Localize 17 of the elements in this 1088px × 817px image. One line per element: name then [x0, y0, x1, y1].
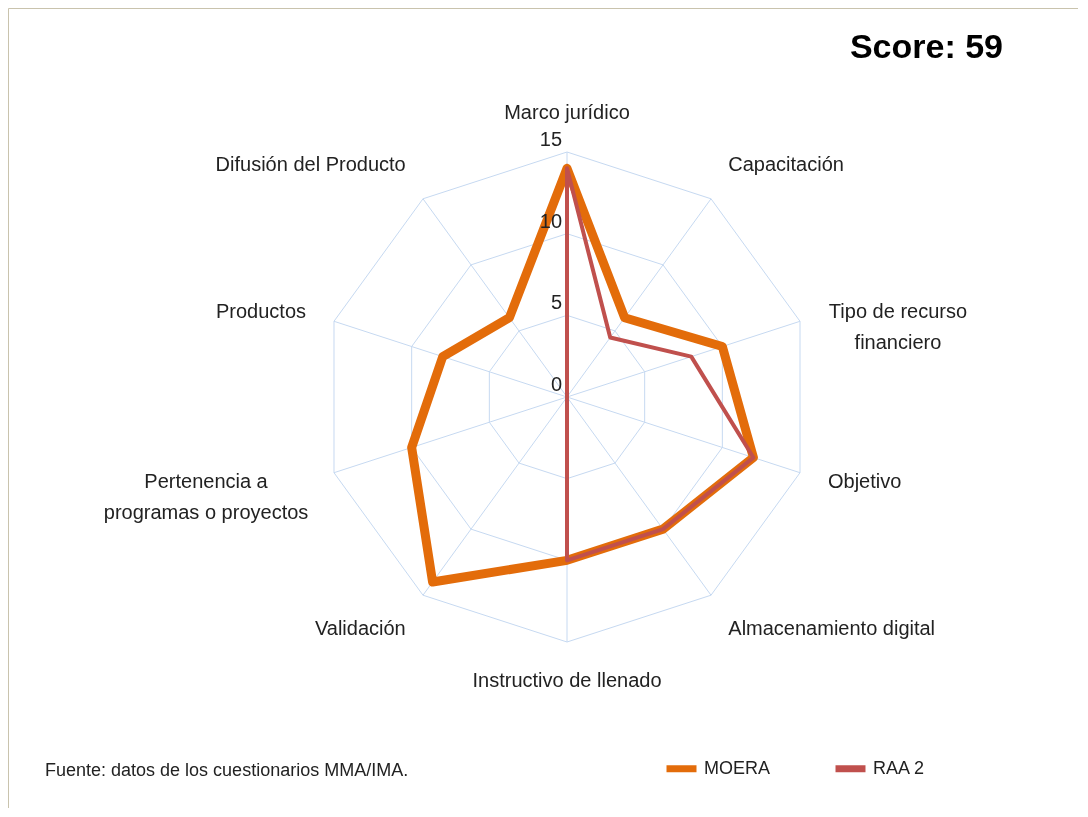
- spoke-label: Productos: [215, 300, 307, 323]
- legend-label: RAA 2: [873, 757, 925, 778]
- legend-label: MOERA: [704, 757, 771, 778]
- spoke-label: Difusión del Producto: [215, 153, 406, 176]
- spoke-label: Instructivo de llenado: [472, 669, 662, 692]
- y-tick-label: 5: [550, 291, 563, 314]
- spoke-label: Tipo de recurso financiero: [828, 300, 968, 354]
- spoke-label: Capacitación: [728, 153, 844, 176]
- source-note: Fuente: datos de los cuestionarios MMA/IMA.: [45, 760, 409, 780]
- y-tick-label: 15: [539, 128, 563, 150]
- spoke-label: Objetivo: [827, 469, 902, 492]
- spoke-label: Marco jurídico: [504, 100, 630, 123]
- spoke-label: Pertenencia a programas o proyectos: [103, 469, 309, 523]
- spoke-label: Validación: [314, 616, 406, 639]
- chart-title: Score: 59: [849, 27, 1003, 65]
- y-tick-label: 0: [550, 373, 563, 395]
- spoke-label: Almacenamiento digital: [728, 616, 936, 639]
